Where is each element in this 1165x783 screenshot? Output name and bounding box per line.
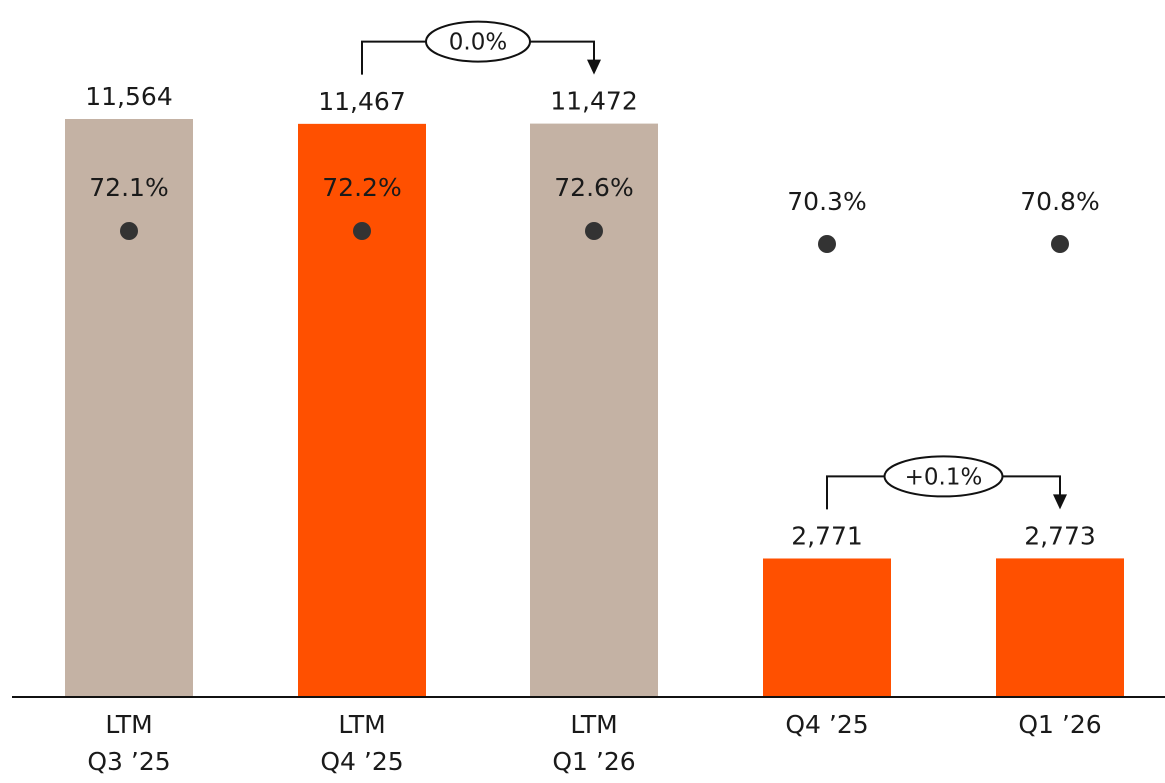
category-label-4-line-1: Q4 ’25 xyxy=(785,710,868,739)
percent-label-2: 72.2% xyxy=(322,173,401,202)
change-label-2: +0.1% xyxy=(905,464,983,490)
category-label-2-line-2: Q4 ’25 xyxy=(320,747,403,776)
percent-dot-1 xyxy=(120,222,138,240)
category-label-1-line-2: Q3 ’25 xyxy=(87,747,170,776)
category-label-3-line-1: LTM xyxy=(570,710,617,739)
change-oval-2 xyxy=(883,455,1004,498)
change-arrowhead-1 xyxy=(587,59,601,75)
category-label-3-line-2: Q1 ’26 xyxy=(552,747,635,776)
percent-label-5: 70.8% xyxy=(1020,187,1099,216)
change-arrowhead-2 xyxy=(1053,494,1067,510)
value-label-4: 2,771 xyxy=(791,521,863,550)
percent-dot-4 xyxy=(818,235,836,253)
percent-label-1: 72.1% xyxy=(89,173,168,202)
category-label-2-line-1: LTM xyxy=(338,710,385,739)
percent-label-3: 72.6% xyxy=(554,173,633,202)
bar-5 xyxy=(996,558,1124,697)
value-label-2: 11,467 xyxy=(318,87,405,116)
bar-2 xyxy=(298,123,426,697)
bar-3 xyxy=(530,123,658,698)
value-label-1: 11,564 xyxy=(85,82,172,111)
percent-dot-3 xyxy=(585,222,603,240)
change-oval-1 xyxy=(425,20,531,63)
percent-label-4: 70.3% xyxy=(787,187,866,216)
value-label-5: 2,773 xyxy=(1024,521,1096,550)
percent-dot-5 xyxy=(1051,235,1069,253)
value-label-3: 11,472 xyxy=(550,87,637,116)
category-label-1-line-1: LTM xyxy=(105,710,152,739)
bar-1 xyxy=(65,119,193,697)
bar-4 xyxy=(763,558,891,697)
percent-dot-2 xyxy=(353,222,371,240)
change-label-1: 0.0% xyxy=(449,30,507,56)
category-label-5-line-1: Q1 ’26 xyxy=(1018,710,1101,739)
